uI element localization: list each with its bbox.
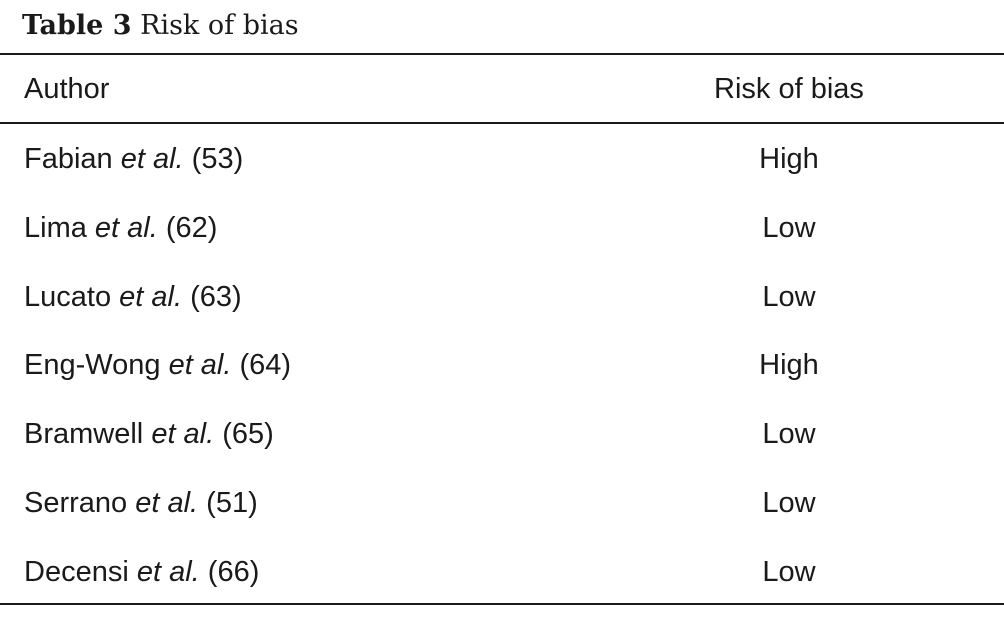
author-ref: (62) (165, 212, 218, 244)
author-cell: Lucato et al. (63) (24, 272, 242, 322)
author-ref: (64) (239, 349, 292, 381)
author-cell: Lima et al. (62) (24, 203, 217, 253)
top-rule (0, 53, 1004, 55)
risk-cell: Low (762, 212, 816, 244)
risk-cell: High (759, 349, 819, 381)
risk-cell: Low (762, 487, 816, 519)
author-etal: et al. (94, 212, 158, 244)
column-header-risk: Risk of bias (714, 73, 864, 105)
table-row: Eng-Wong et al. (64) High (0, 340, 1004, 390)
column-header-author: Author (24, 73, 110, 105)
table-row: Bramwell et al. (65) Low (0, 409, 1004, 459)
author-cell: Fabian et al. (53) (24, 134, 243, 184)
author-etal: et al. (168, 349, 232, 381)
author-ref: (65) (222, 418, 274, 450)
table-row: Lucato et al. (63) Low (0, 272, 1004, 322)
author-ref: (51) (206, 487, 258, 519)
author-etal: et al. (135, 487, 199, 519)
risk-cell: Low (762, 281, 816, 313)
table-caption-label: Table 3 (22, 10, 132, 41)
table-caption-title: Risk of bias (140, 10, 299, 41)
author-name: Lima (24, 212, 87, 244)
table-row: Serrano et al. (51) Low (0, 478, 1004, 528)
risk-cell: High (759, 143, 819, 175)
header-row: Author Risk of bias (0, 64, 1004, 114)
risk-cell: Low (762, 556, 816, 588)
table-row: Lima et al. (62) Low (0, 203, 1004, 253)
risk-cell: Low (762, 418, 816, 450)
table-row: Decensi et al. (66) Low (0, 547, 1004, 597)
author-cell: Decensi et al. (66) (24, 547, 259, 597)
table-caption: Table 3 Risk of bias (22, 8, 299, 44)
author-cell: Eng-Wong et al. (64) (24, 340, 291, 390)
author-ref: (66) (207, 556, 260, 588)
author-ref: (63) (190, 281, 242, 313)
author-cell: Serrano et al. (51) (24, 478, 258, 528)
author-cell: Bramwell et al. (65) (24, 409, 274, 459)
author-name: Serrano (24, 487, 128, 519)
author-name: Lucato (24, 281, 112, 313)
author-name: Bramwell (24, 418, 144, 450)
table-row: Fabian et al. (53) High (0, 134, 1004, 184)
author-etal: et al. (119, 281, 183, 313)
header-rule (0, 122, 1004, 124)
author-etal: et al. (120, 143, 184, 175)
author-name: Eng-Wong (24, 349, 161, 381)
bottom-rule (0, 603, 1004, 605)
author-name: Fabian (24, 143, 113, 175)
author-name: Decensi (24, 556, 129, 588)
author-ref: (53) (191, 143, 244, 175)
author-etal: et al. (151, 418, 215, 450)
author-etal: et al. (136, 556, 200, 588)
